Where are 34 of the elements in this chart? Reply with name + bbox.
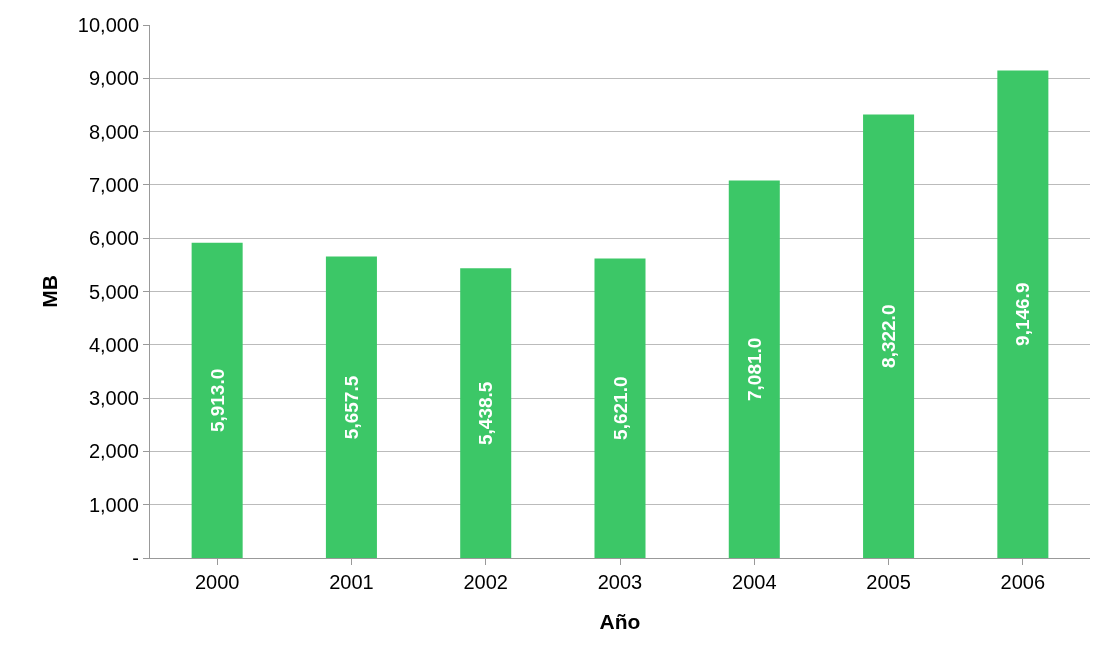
bar	[594, 258, 646, 558]
y-tick-label: 9,000	[88, 67, 139, 90]
data-label: 5,621.0	[609, 376, 631, 440]
x-axis-title: Año	[599, 610, 641, 634]
data-label: 8,322.0	[878, 304, 900, 368]
y-tick-label: 4,000	[88, 333, 139, 356]
data-label: 5,438.5	[475, 381, 497, 445]
y-tick-label: 2,000	[88, 440, 139, 463]
bar	[728, 180, 780, 558]
x-tick-label: 2005	[866, 571, 911, 593]
x-tick-label: 2002	[463, 571, 508, 593]
y-tick-label: 1,000	[88, 493, 139, 516]
x-tick-label: 2006	[1000, 571, 1046, 593]
y-tick-label: 7,000	[88, 173, 139, 196]
x-tick-label: 2001	[329, 571, 374, 593]
x-tick-label: 2004	[732, 571, 777, 593]
bar	[863, 114, 915, 558]
y-axis-title: MB	[37, 275, 61, 308]
bar	[997, 70, 1049, 558]
y-tick-label: 6,000	[88, 227, 139, 250]
x-tick-label: 2000	[194, 571, 240, 593]
bar	[460, 268, 512, 558]
y-tick-label: 8,000	[88, 120, 139, 143]
y-tick-label: 3,000	[88, 387, 139, 410]
data-label: 5,913.0	[206, 368, 228, 433]
data-label: 5,657.5	[340, 375, 362, 440]
bar	[325, 256, 377, 558]
data-label: 7,081.0	[743, 337, 765, 401]
x-tick-label: 2003	[597, 571, 643, 593]
y-tick-label: -	[132, 547, 139, 569]
bar	[191, 242, 243, 558]
y-tick-label: 5,000	[88, 280, 139, 303]
data-label: 9,146.9	[1012, 282, 1034, 346]
y-tick-label: 10,000	[77, 14, 139, 36]
